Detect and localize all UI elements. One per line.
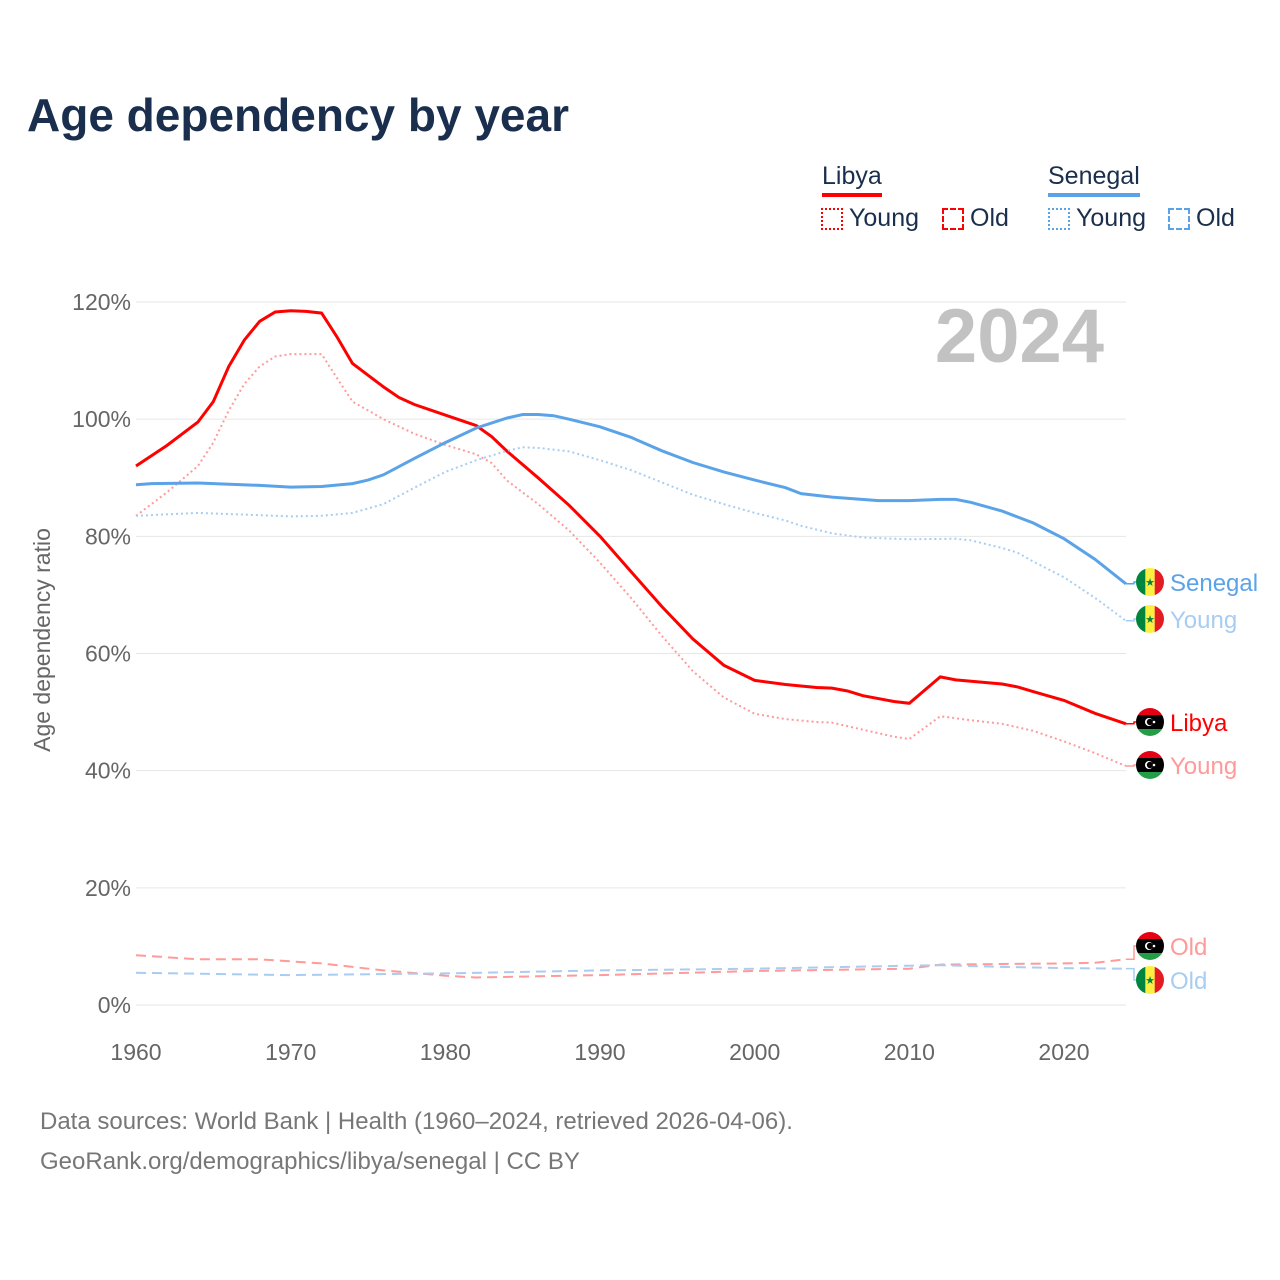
legend-label: Old bbox=[1196, 204, 1235, 232]
y-tick-label: 40% bbox=[85, 758, 131, 784]
y-tick-label: 0% bbox=[98, 992, 131, 1018]
svg-text:★: ★ bbox=[1145, 975, 1155, 987]
series-line-senegal bbox=[135, 413, 1127, 585]
series-line-libya bbox=[135, 309, 1127, 726]
x-tick-label: 2010 bbox=[884, 1039, 935, 1065]
senegal-flag-icon: ★ bbox=[1136, 568, 1164, 596]
svg-text:★: ★ bbox=[1145, 577, 1155, 589]
legend-libya-young[interactable]: Young bbox=[821, 204, 919, 233]
svg-text:★: ★ bbox=[1145, 614, 1155, 626]
series-end-label: Young bbox=[1170, 607, 1237, 634]
y-tick-label: 100% bbox=[72, 406, 131, 432]
legend-senegal-old[interactable]: Old bbox=[1168, 204, 1235, 233]
senegal-flag-icon: ★ bbox=[1136, 966, 1164, 994]
x-tick-label: 1980 bbox=[420, 1039, 471, 1065]
legend-label: Old bbox=[970, 204, 1009, 232]
x-tick-label: 2000 bbox=[729, 1039, 780, 1065]
legend-label: Young bbox=[849, 204, 919, 232]
series-line-senegal-young bbox=[135, 446, 1127, 622]
source-link[interactable]: GeoRank.org/demographics/libya/senegal |… bbox=[40, 1148, 580, 1175]
series-line-senegal-old bbox=[135, 964, 1126, 977]
x-tick-label: 1990 bbox=[574, 1039, 625, 1065]
series-end-label: Libya bbox=[1170, 710, 1228, 737]
x-tick-label: 1970 bbox=[265, 1039, 316, 1065]
legend-libya-old[interactable]: Old bbox=[942, 204, 1009, 233]
series-line-libya-old bbox=[135, 954, 1127, 979]
legend-libya[interactable]: Libya bbox=[822, 162, 882, 197]
x-tick-label: 2020 bbox=[1038, 1039, 1089, 1065]
x-tick-label: 1960 bbox=[110, 1039, 161, 1065]
libya-flag-icon bbox=[1136, 932, 1164, 960]
series-line-libya-young bbox=[135, 353, 1127, 767]
y-tick-label: 20% bbox=[85, 875, 131, 901]
libya-flag-icon bbox=[1136, 708, 1164, 736]
dashed-swatch-icon bbox=[942, 207, 964, 230]
legend-label: Young bbox=[1076, 204, 1146, 232]
y-tick-label: 120% bbox=[72, 289, 131, 315]
libya-flag-icon bbox=[1136, 751, 1164, 779]
legend-senegal-young[interactable]: Young bbox=[1048, 204, 1146, 233]
y-tick-label: 60% bbox=[85, 641, 131, 667]
page-title: Age dependency by year bbox=[27, 89, 569, 141]
legend-senegal[interactable]: Senegal bbox=[1048, 162, 1140, 197]
series-end-label: Old bbox=[1170, 968, 1207, 995]
series-end-label: Old bbox=[1170, 934, 1207, 961]
senegal-flag-icon: ★ bbox=[1136, 605, 1164, 633]
dotted-swatch-icon bbox=[1048, 207, 1070, 230]
source-line: Data sources: World Bank | Health (1960–… bbox=[40, 1108, 793, 1135]
dashed-swatch-icon bbox=[1168, 207, 1190, 230]
series-end-label: Young bbox=[1170, 753, 1237, 780]
y-axis-label: Age dependency ratio bbox=[29, 528, 55, 752]
y-tick-label: 80% bbox=[85, 523, 131, 549]
dotted-swatch-icon bbox=[821, 207, 843, 230]
series-end-label: Senegal bbox=[1170, 570, 1258, 597]
year-watermark: 2024 bbox=[935, 294, 1104, 379]
